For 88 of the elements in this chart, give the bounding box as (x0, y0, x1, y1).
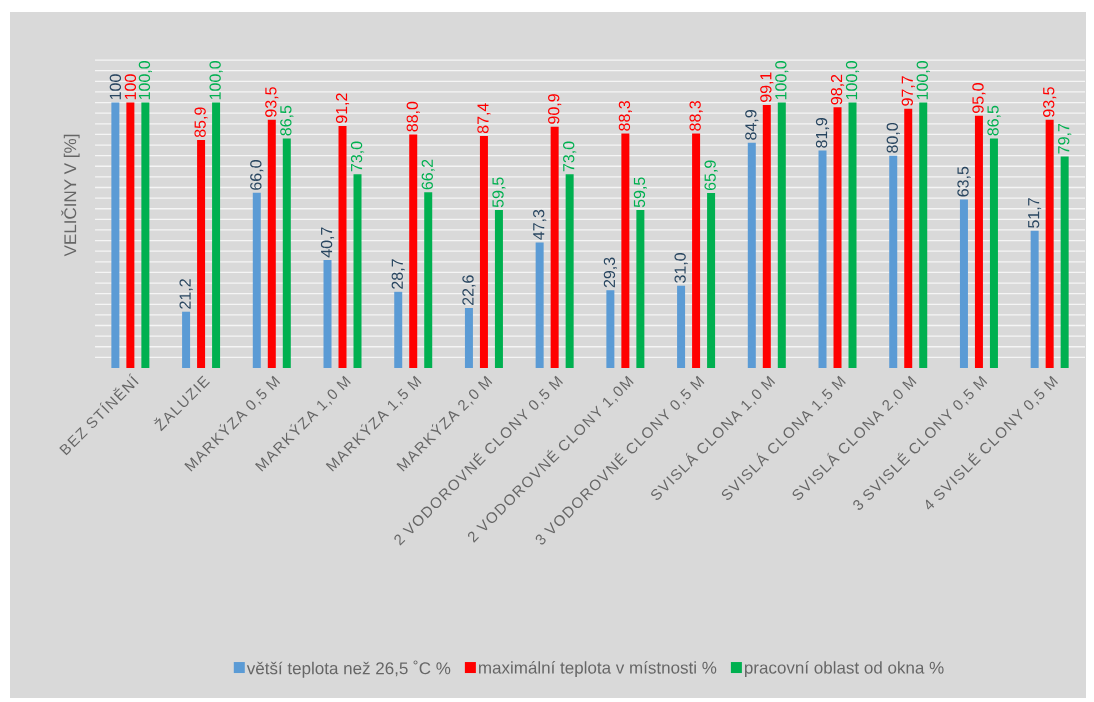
data-label: 65,9 (704, 160, 718, 191)
data-label: 29,3 (603, 257, 617, 288)
data-label: 86,5 (280, 105, 294, 136)
bar (338, 125, 347, 368)
bar (409, 134, 418, 368)
data-label: 100,0 (775, 60, 789, 100)
data-label: 21,2 (179, 279, 193, 309)
data-label: 66,0 (250, 160, 264, 190)
bar (197, 139, 206, 368)
bar (267, 119, 276, 368)
data-label: 100 (124, 74, 137, 100)
bar (762, 104, 771, 368)
data-label: 99,1 (760, 72, 774, 103)
bar (111, 102, 120, 368)
data-label: 88,3 (618, 100, 632, 131)
data-label: 73,0 (350, 141, 365, 172)
data-label: 51,7 (1028, 198, 1042, 228)
data-label: 88,3 (689, 100, 703, 131)
data-label: 87,4 (477, 103, 491, 134)
data-label: 100,0 (916, 60, 930, 100)
y-axis-title: VELIČINY V [%] (61, 134, 80, 257)
bar (353, 174, 362, 368)
data-label: 100 (109, 74, 122, 100)
data-label: 59,5 (492, 177, 506, 208)
data-label: 31,0 (674, 252, 688, 283)
data-label: 81,9 (815, 118, 830, 148)
bar (777, 102, 786, 368)
data-label: 80,0 (886, 122, 900, 153)
bar (621, 133, 630, 368)
bar (1060, 156, 1069, 368)
data-label: 86,5 (987, 105, 1001, 136)
bar (636, 210, 645, 368)
bar (818, 150, 827, 368)
data-label: 73,0 (563, 141, 577, 172)
bar (282, 138, 291, 368)
bar (606, 290, 615, 368)
bar (1045, 119, 1054, 368)
bar (848, 102, 857, 368)
data-label: 84,9 (745, 110, 759, 140)
bar (550, 126, 559, 368)
data-label: 93,5 (265, 87, 279, 117)
data-label: 100,0 (138, 60, 152, 100)
bar (692, 133, 701, 368)
bar (394, 291, 403, 368)
data-label: 98,2 (830, 74, 845, 105)
bar (323, 259, 332, 368)
bar (479, 136, 488, 368)
data-label: 93,5 (1043, 87, 1057, 117)
legend-label: větší teplota než 26,5 ˚C % (246, 660, 451, 678)
bar (707, 193, 716, 368)
bar (677, 285, 686, 368)
bar (889, 155, 898, 368)
bar (535, 242, 544, 368)
data-label: 79,7 (1058, 123, 1072, 154)
data-label: 85,9 (194, 107, 208, 138)
bar (252, 192, 261, 368)
data-label: 63,5 (957, 166, 971, 197)
bar (959, 199, 968, 368)
data-label: 100,0 (209, 60, 223, 100)
data-label: 97,7 (901, 76, 915, 106)
data-label: 95,0 (972, 83, 986, 113)
data-label: 91,2 (335, 93, 350, 123)
legend-label: maximální teplota v místnosti % (479, 661, 717, 678)
bar (141, 102, 150, 368)
bar (126, 102, 135, 368)
data-label: 28,7 (391, 259, 405, 289)
bar (747, 142, 756, 368)
bar (182, 311, 191, 368)
data-label: 88,0 (406, 101, 420, 132)
bar (989, 138, 998, 368)
bar (565, 174, 574, 368)
data-label: 47,3 (533, 209, 547, 240)
bar (904, 108, 913, 368)
bar (974, 115, 983, 368)
bar (1030, 230, 1039, 368)
bar (424, 192, 433, 368)
data-label: 22,6 (462, 275, 476, 305)
data-label: 66,2 (421, 159, 435, 190)
data-label: 100,0 (845, 60, 860, 100)
data-label: 90,9 (548, 94, 562, 124)
bar (212, 102, 221, 368)
bar (833, 107, 842, 368)
data-label: 40,7 (320, 227, 335, 258)
bar (919, 102, 928, 368)
legend-label: pracovní oblast od okna % (744, 661, 944, 678)
bar (494, 210, 503, 368)
bar (464, 308, 473, 368)
data-label: 59,5 (633, 177, 647, 208)
